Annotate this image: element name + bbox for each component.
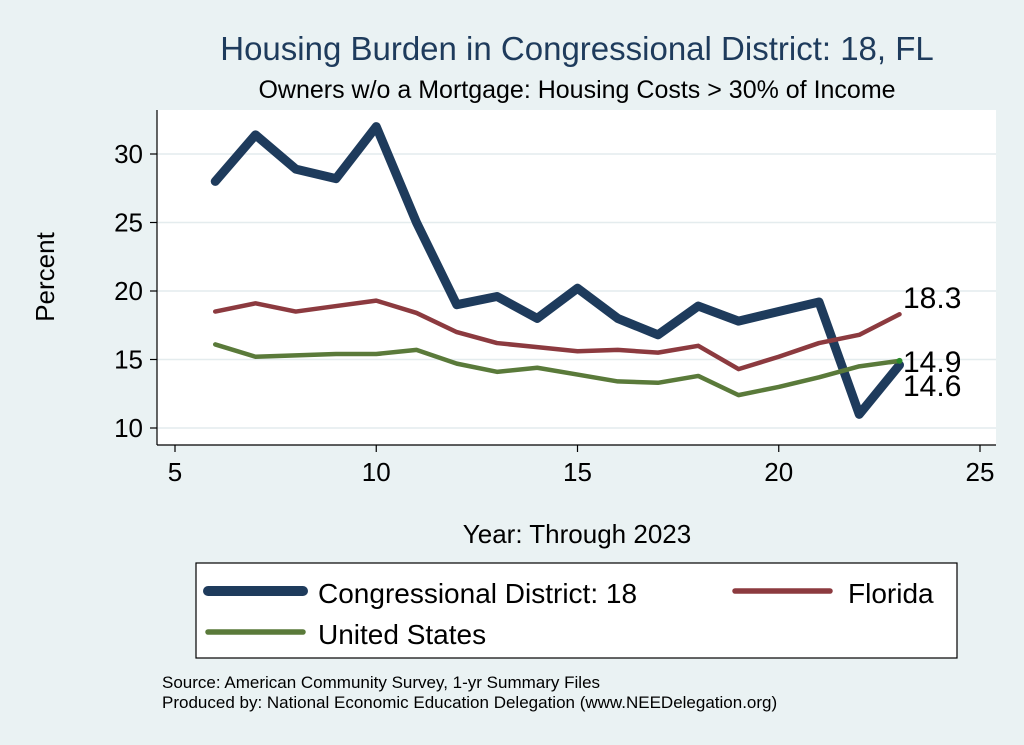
y-tick-label: 15: [114, 345, 143, 375]
series-line-3: [213, 342, 902, 398]
series-lines: [210, 122, 904, 419]
legend-label-3: United States: [318, 619, 486, 650]
source-note: Source: American Community Survey, 1-yr …: [162, 673, 600, 692]
x-axis-title: Year: Through 2023: [463, 519, 691, 549]
end-point-marker: [896, 357, 903, 364]
producer-note: Produced by: National Economic Education…: [162, 693, 777, 712]
x-tick-label: 15: [563, 457, 592, 487]
x-tick-label: 10: [362, 457, 391, 487]
legend: [195, 562, 958, 659]
legend-items: Congressional District: 18 Florida United …: [203, 578, 934, 650]
series-line-2: [213, 298, 902, 372]
end-label-2: 18.3: [903, 282, 961, 315]
axes: 10 15 20 25 30 5 10 15 20 25: [114, 110, 996, 487]
end-labels: 14.6 18.3 14.9: [903, 282, 961, 403]
end-label-3: 14.9: [903, 346, 961, 379]
y-tick-label: 25: [114, 208, 143, 238]
chart-subtitle: Owners w/o a Mortgage: Housing Costs > 3…: [258, 76, 895, 104]
end-label-1: 14.6: [903, 370, 961, 403]
y-tick-label: 20: [114, 276, 143, 306]
series-line-1: [210, 122, 904, 419]
x-tick-label: 25: [966, 457, 995, 487]
y-tick-label: 30: [114, 139, 143, 169]
chart-title: Housing Burden in Congressional District…: [220, 30, 934, 67]
y-axis-title: Percent: [30, 231, 60, 321]
y-tick-label: 10: [114, 413, 143, 443]
x-tick-label: 20: [764, 457, 793, 487]
legend-label-2: Florida: [848, 578, 934, 609]
legend-label-1: Congressional District: 18: [318, 578, 637, 609]
x-tick-label: 5: [168, 457, 182, 487]
